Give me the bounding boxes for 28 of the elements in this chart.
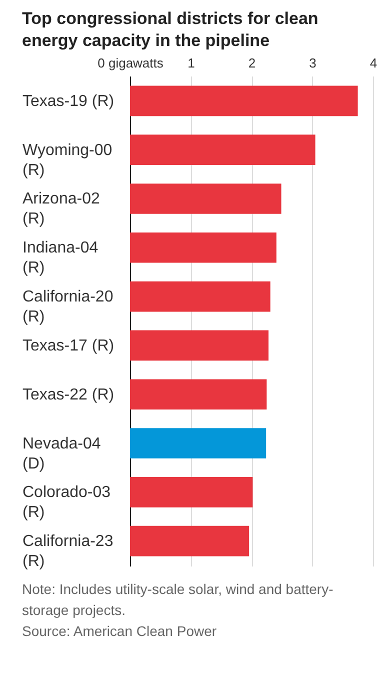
y-tick-label: California-20 (R) <box>22 288 114 326</box>
bar <box>130 184 282 214</box>
bar <box>130 526 250 556</box>
text: Note: Includes utility-scale solar, wind and battery-storage projects. <box>22 580 334 620</box>
bar <box>130 428 266 458</box>
bar <box>130 281 270 312</box>
bar <box>130 232 276 263</box>
x-tick-label: 0 gigawatts <box>98 56 164 70</box>
y-tick-label: Indiana-04 (R) <box>22 240 98 277</box>
source-note: Source: American Clean Power <box>22 622 218 641</box>
y-tick-label: Arizona-02 (R) <box>22 190 100 228</box>
x-tick-label: 4 <box>370 56 378 70</box>
y-tick-label: Texas-17 (R) <box>22 337 114 354</box>
y-tick-label: Texas-19 (R) <box>22 92 114 110</box>
x-tick-label: 2 <box>248 56 256 70</box>
bar <box>130 477 253 508</box>
y-tick-label: Colorado-03 (R) <box>22 484 111 522</box>
chart-title: Top congressional districts for clean energy capacity in the pipeline <box>21 8 320 52</box>
x-tick-label: 1 <box>188 56 195 70</box>
y-tick-label: Nevada-04 (D) <box>22 435 101 472</box>
bar <box>130 379 267 410</box>
y-tick-label: California-23 (R) <box>22 533 114 570</box>
y-tick-label: Texas-22 (R) <box>22 386 114 404</box>
bar <box>130 330 269 361</box>
x-tick-label: 3 <box>309 56 316 70</box>
bar <box>130 134 316 165</box>
bar <box>130 86 358 116</box>
y-tick-label: Wyoming-00 (R) <box>22 142 112 179</box>
